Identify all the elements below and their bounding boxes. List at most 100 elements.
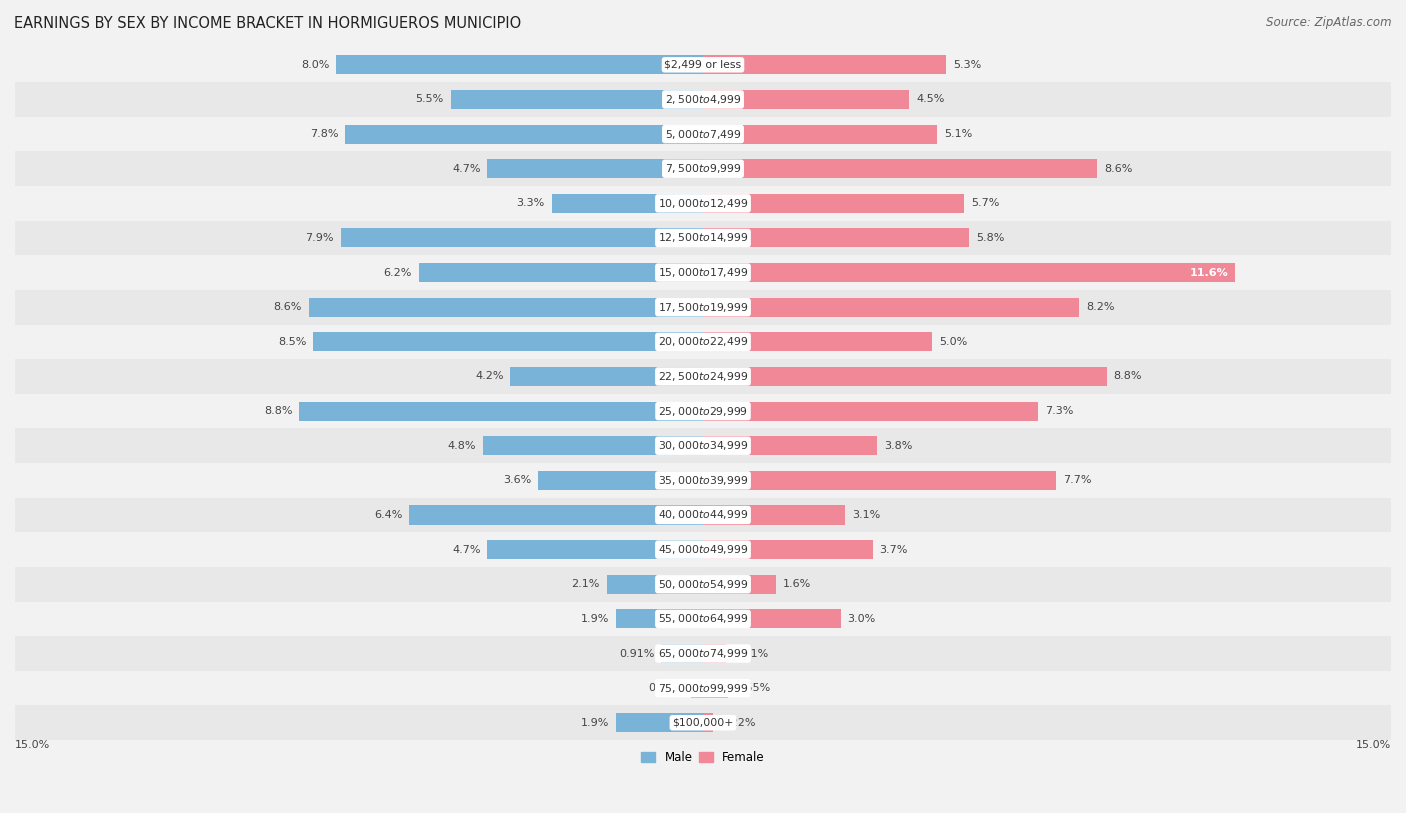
Bar — [15, 151, 1391, 186]
Text: 5.0%: 5.0% — [939, 337, 967, 347]
Text: 3.3%: 3.3% — [516, 198, 544, 208]
Text: 0.91%: 0.91% — [619, 649, 654, 659]
Text: 6.2%: 6.2% — [384, 267, 412, 277]
Text: 5.7%: 5.7% — [972, 198, 1000, 208]
Text: 3.1%: 3.1% — [852, 510, 880, 520]
Text: 8.6%: 8.6% — [1104, 163, 1133, 174]
Bar — [616, 713, 703, 733]
Text: 15.0%: 15.0% — [15, 740, 51, 750]
Bar — [15, 359, 1391, 393]
Text: 4.7%: 4.7% — [453, 163, 481, 174]
Bar — [15, 671, 1391, 706]
Bar — [15, 290, 1391, 324]
Text: $75,000 to $99,999: $75,000 to $99,999 — [658, 681, 748, 694]
Text: Source: ZipAtlas.com: Source: ZipAtlas.com — [1267, 16, 1392, 29]
Bar — [703, 575, 776, 593]
Bar — [299, 402, 703, 420]
Text: $12,500 to $14,999: $12,500 to $14,999 — [658, 232, 748, 245]
Text: $55,000 to $64,999: $55,000 to $64,999 — [658, 612, 748, 625]
Bar — [703, 540, 873, 559]
Bar — [15, 255, 1391, 290]
Text: $22,500 to $24,999: $22,500 to $24,999 — [658, 370, 748, 383]
Bar — [15, 220, 1391, 255]
Text: 1.9%: 1.9% — [581, 614, 609, 624]
Text: 7.3%: 7.3% — [1045, 406, 1073, 416]
Bar — [419, 263, 703, 282]
Text: 8.0%: 8.0% — [301, 60, 329, 70]
Bar — [703, 679, 728, 698]
Bar — [314, 333, 703, 351]
Text: 2.1%: 2.1% — [571, 579, 600, 589]
Text: $7,500 to $9,999: $7,500 to $9,999 — [665, 163, 741, 176]
Text: $5,000 to $7,499: $5,000 to $7,499 — [665, 128, 741, 141]
Text: 5.1%: 5.1% — [943, 129, 972, 139]
Text: $25,000 to $29,999: $25,000 to $29,999 — [658, 405, 748, 418]
Bar — [703, 263, 1234, 282]
Text: 4.8%: 4.8% — [447, 441, 477, 450]
Bar — [703, 402, 1038, 420]
Text: 0.27%: 0.27% — [648, 683, 683, 693]
Bar — [690, 679, 703, 698]
Text: $2,499 or less: $2,499 or less — [665, 60, 741, 70]
Text: 4.7%: 4.7% — [453, 545, 481, 554]
Bar — [15, 533, 1391, 567]
Bar — [703, 506, 845, 524]
Legend: Male, Female: Male, Female — [637, 746, 769, 769]
Bar — [15, 186, 1391, 220]
Bar — [15, 602, 1391, 637]
Text: $35,000 to $39,999: $35,000 to $39,999 — [658, 474, 748, 487]
Bar — [15, 428, 1391, 463]
Bar — [409, 506, 703, 524]
Text: $15,000 to $17,499: $15,000 to $17,499 — [658, 266, 748, 279]
Text: $40,000 to $44,999: $40,000 to $44,999 — [658, 508, 748, 521]
Text: $2,500 to $4,999: $2,500 to $4,999 — [665, 93, 741, 106]
Bar — [15, 82, 1391, 117]
Bar — [340, 228, 703, 247]
Bar — [482, 437, 703, 455]
Text: 3.8%: 3.8% — [884, 441, 912, 450]
Text: 8.8%: 8.8% — [1114, 372, 1142, 381]
Bar — [488, 159, 703, 178]
Text: 1.9%: 1.9% — [581, 718, 609, 728]
Text: 0.51%: 0.51% — [734, 649, 769, 659]
Text: $10,000 to $12,499: $10,000 to $12,499 — [658, 197, 748, 210]
Bar — [703, 55, 946, 74]
Text: 7.9%: 7.9% — [305, 233, 333, 243]
Bar — [616, 610, 703, 628]
Bar — [15, 637, 1391, 671]
Text: 7.8%: 7.8% — [309, 129, 339, 139]
Bar — [15, 47, 1391, 82]
Bar — [703, 124, 936, 144]
Bar — [703, 713, 713, 733]
Bar — [703, 367, 1107, 386]
Bar — [15, 324, 1391, 359]
Bar — [703, 333, 932, 351]
Text: 8.5%: 8.5% — [278, 337, 307, 347]
Text: 4.5%: 4.5% — [917, 94, 945, 104]
Bar — [15, 498, 1391, 533]
Text: 5.5%: 5.5% — [416, 94, 444, 104]
Bar — [346, 124, 703, 144]
Bar — [15, 117, 1391, 151]
Text: $45,000 to $49,999: $45,000 to $49,999 — [658, 543, 748, 556]
Text: 15.0%: 15.0% — [1355, 740, 1391, 750]
Bar — [703, 90, 910, 109]
Text: $17,500 to $19,999: $17,500 to $19,999 — [658, 301, 748, 314]
Bar — [703, 298, 1080, 317]
Bar — [703, 159, 1098, 178]
Bar — [703, 610, 841, 628]
Bar — [488, 540, 703, 559]
Bar — [703, 437, 877, 455]
Bar — [15, 463, 1391, 498]
Text: $50,000 to $54,999: $50,000 to $54,999 — [658, 578, 748, 591]
Text: $20,000 to $22,499: $20,000 to $22,499 — [658, 335, 748, 348]
Text: 8.6%: 8.6% — [273, 302, 302, 312]
Text: $100,000+: $100,000+ — [672, 718, 734, 728]
Bar — [538, 471, 703, 490]
Bar — [336, 55, 703, 74]
Bar — [661, 644, 703, 663]
Text: 4.2%: 4.2% — [475, 372, 503, 381]
Text: 1.6%: 1.6% — [783, 579, 811, 589]
Text: 5.3%: 5.3% — [953, 60, 981, 70]
Bar — [703, 644, 727, 663]
